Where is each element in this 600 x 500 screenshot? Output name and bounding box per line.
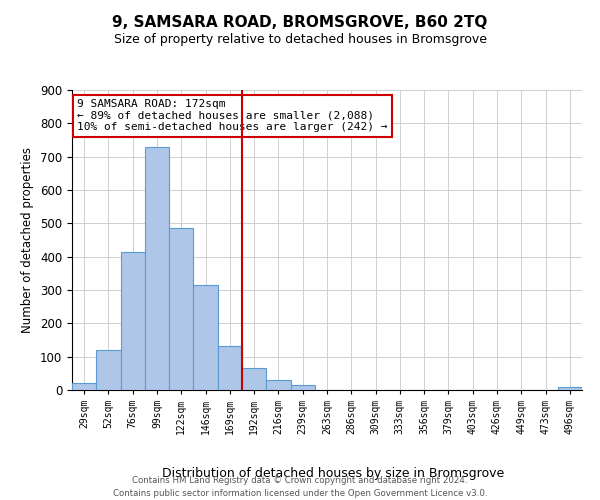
Bar	[169, 228, 193, 390]
Bar	[242, 368, 266, 390]
Bar	[266, 380, 290, 390]
Bar	[558, 388, 582, 390]
Text: Size of property relative to detached houses in Bromsgrove: Size of property relative to detached ho…	[113, 32, 487, 46]
Text: 9, SAMSARA ROAD, BROMSGROVE, B60 2TQ: 9, SAMSARA ROAD, BROMSGROVE, B60 2TQ	[112, 15, 488, 30]
Bar	[96, 350, 121, 390]
Text: Distribution of detached houses by size in Bromsgrove: Distribution of detached houses by size …	[162, 468, 504, 480]
Y-axis label: Number of detached properties: Number of detached properties	[22, 147, 34, 333]
Text: 9 SAMSARA ROAD: 172sqm
← 89% of detached houses are smaller (2,088)
10% of semi-: 9 SAMSARA ROAD: 172sqm ← 89% of detached…	[77, 99, 388, 132]
Bar	[193, 285, 218, 390]
Bar	[290, 385, 315, 390]
Bar	[145, 146, 169, 390]
Bar	[72, 382, 96, 390]
Bar	[121, 252, 145, 390]
Bar	[218, 346, 242, 390]
Text: Contains HM Land Registry data © Crown copyright and database right 2024.
Contai: Contains HM Land Registry data © Crown c…	[113, 476, 487, 498]
